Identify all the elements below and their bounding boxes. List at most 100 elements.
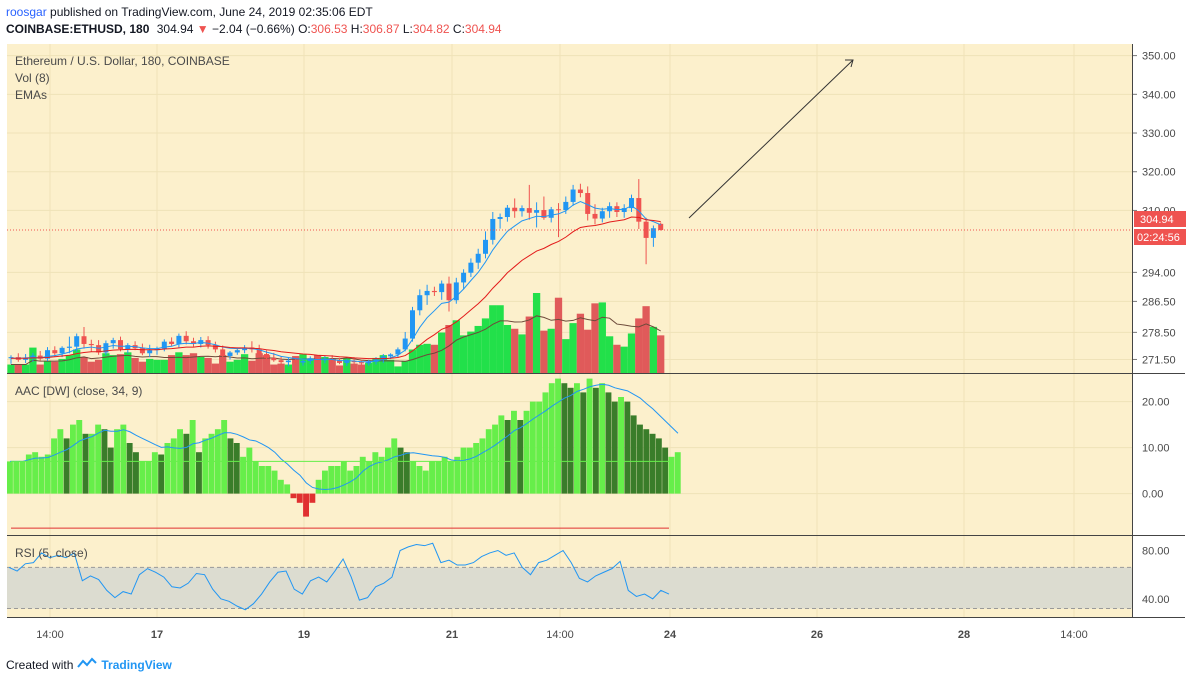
candle-body[interactable] bbox=[96, 345, 102, 353]
candle-body[interactable] bbox=[556, 209, 561, 211]
aac-bar bbox=[674, 452, 681, 494]
candle-body[interactable] bbox=[358, 362, 364, 364]
candle-body[interactable] bbox=[271, 357, 277, 361]
candle-body[interactable] bbox=[300, 361, 306, 363]
candle-body[interactable] bbox=[45, 350, 50, 359]
volume-bar bbox=[459, 335, 468, 373]
candle-body[interactable] bbox=[534, 210, 540, 213]
candle-body[interactable] bbox=[285, 360, 291, 363]
candle-body[interactable] bbox=[88, 343, 94, 346]
candle-body[interactable] bbox=[380, 356, 386, 360]
candle-body[interactable] bbox=[424, 290, 430, 296]
candle-body[interactable] bbox=[37, 355, 43, 359]
candle-body[interactable] bbox=[446, 283, 452, 301]
candle-body[interactable] bbox=[66, 346, 72, 348]
candle-body[interactable] bbox=[212, 345, 218, 350]
candle-body[interactable] bbox=[453, 282, 459, 301]
candle-body[interactable] bbox=[504, 207, 510, 218]
aac-bar bbox=[655, 438, 662, 494]
tradingview-logo-icon[interactable] bbox=[77, 657, 98, 672]
candle-body[interactable] bbox=[81, 336, 87, 344]
candle-body[interactable] bbox=[410, 310, 415, 339]
candle-body[interactable] bbox=[614, 206, 620, 212]
candle-body[interactable] bbox=[650, 228, 656, 238]
candle-body[interactable] bbox=[658, 223, 664, 231]
candle-body[interactable] bbox=[220, 349, 226, 356]
candle-body[interactable] bbox=[395, 349, 401, 355]
volume-bar bbox=[116, 354, 125, 373]
aac-bar bbox=[378, 456, 385, 494]
candle-body[interactable] bbox=[351, 361, 357, 363]
candle-body[interactable] bbox=[183, 335, 189, 342]
candle-body[interactable] bbox=[417, 295, 423, 311]
candle-body[interactable] bbox=[483, 239, 488, 254]
candle-body[interactable] bbox=[337, 360, 342, 363]
candle-body[interactable] bbox=[256, 349, 262, 355]
candle-body[interactable] bbox=[592, 213, 598, 219]
candle-body[interactable] bbox=[118, 340, 123, 350]
candle-body[interactable] bbox=[59, 347, 65, 354]
candle-body[interactable] bbox=[23, 357, 29, 360]
tradingview-brand[interactable]: TradingView bbox=[101, 657, 172, 672]
candle-body[interactable] bbox=[388, 354, 394, 357]
candle-body[interactable] bbox=[431, 290, 437, 293]
candle-body[interactable] bbox=[139, 348, 145, 354]
author-name[interactable]: roosgar bbox=[6, 5, 47, 19]
candle-body[interactable] bbox=[176, 335, 182, 344]
candle-body[interactable] bbox=[563, 201, 569, 211]
volume-bar bbox=[146, 358, 154, 373]
candle-body[interactable] bbox=[227, 352, 233, 356]
candle-body[interactable] bbox=[103, 343, 109, 353]
candle-body[interactable] bbox=[161, 341, 167, 349]
aac-bar bbox=[158, 454, 165, 494]
candle-body[interactable] bbox=[636, 198, 642, 222]
candle-body[interactable] bbox=[519, 208, 525, 212]
candle-body[interactable] bbox=[548, 209, 554, 218]
aac-bar bbox=[38, 456, 45, 494]
candle-body[interactable] bbox=[205, 340, 211, 346]
candle-body[interactable] bbox=[147, 350, 153, 354]
candle-body[interactable] bbox=[125, 345, 131, 350]
aac-bar bbox=[303, 493, 309, 517]
candle-body[interactable] bbox=[366, 361, 372, 364]
candle-body[interactable] bbox=[497, 217, 503, 219]
candle-body[interactable] bbox=[307, 358, 313, 362]
candle-body[interactable] bbox=[490, 218, 496, 240]
volume-bar bbox=[58, 358, 66, 373]
candle-body[interactable] bbox=[541, 210, 547, 218]
candle-body[interactable] bbox=[577, 189, 583, 194]
candle-body[interactable] bbox=[30, 355, 36, 358]
candle-body[interactable] bbox=[264, 354, 269, 358]
candle-body[interactable] bbox=[439, 283, 445, 293]
trend-arrow-line[interactable] bbox=[688, 59, 854, 219]
candle-body[interactable] bbox=[242, 347, 248, 351]
candle-body[interactable] bbox=[191, 341, 196, 344]
candle-body[interactable] bbox=[585, 193, 591, 214]
candle-body[interactable] bbox=[169, 341, 175, 344]
candle-body[interactable] bbox=[599, 211, 605, 219]
aac-bar bbox=[233, 443, 240, 494]
candle-body[interactable] bbox=[468, 262, 474, 273]
candle-body[interactable] bbox=[475, 253, 481, 263]
aac-bar bbox=[44, 454, 51, 494]
candle-body[interactable] bbox=[110, 340, 116, 344]
candle-body[interactable] bbox=[293, 360, 299, 363]
candle-body[interactable] bbox=[629, 198, 634, 209]
candle-body[interactable] bbox=[278, 360, 284, 363]
candle-body[interactable] bbox=[526, 208, 532, 213]
candle-body[interactable] bbox=[52, 350, 58, 354]
candle-body[interactable] bbox=[402, 338, 408, 350]
volume-bar bbox=[102, 353, 110, 373]
candle-body[interactable] bbox=[74, 336, 80, 347]
candle-body[interactable] bbox=[8, 357, 14, 359]
candle-body[interactable] bbox=[234, 350, 240, 353]
candle-body[interactable] bbox=[322, 359, 328, 361]
candle-body[interactable] bbox=[512, 207, 518, 212]
candle-body[interactable] bbox=[461, 272, 467, 283]
volume-bar bbox=[394, 366, 402, 373]
aac-bar bbox=[479, 438, 486, 494]
candle-body[interactable] bbox=[344, 361, 350, 363]
candle-body[interactable] bbox=[621, 208, 627, 212]
candle-body[interactable] bbox=[570, 189, 576, 202]
